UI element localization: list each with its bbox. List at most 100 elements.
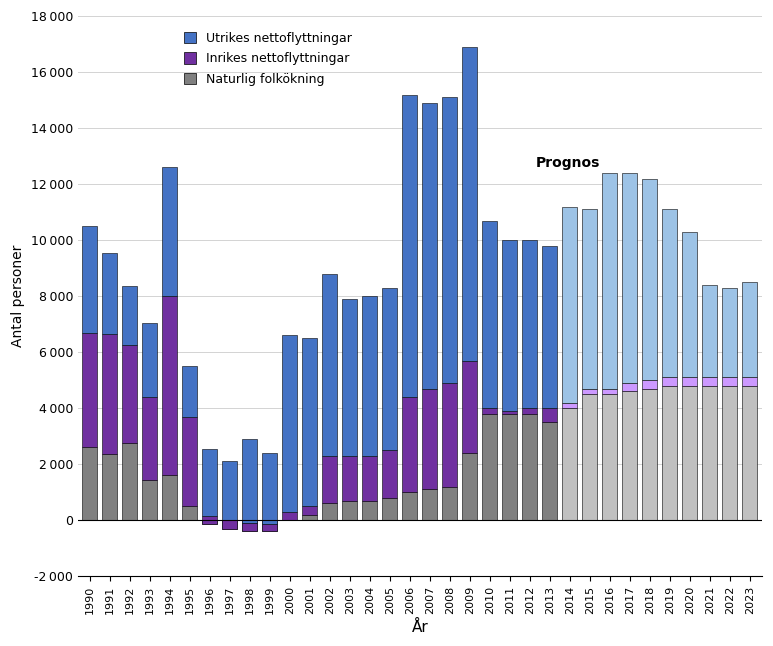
Bar <box>563 408 577 520</box>
Bar <box>302 338 318 506</box>
Bar <box>363 501 377 520</box>
Legend: Utrikes nettoflyttningar, Inrikes nettoflyttningar, Naturlig folkökning: Utrikes nettoflyttningar, Inrikes nettof… <box>180 28 356 89</box>
Bar <box>243 523 257 532</box>
Bar <box>703 377 717 386</box>
Bar <box>342 501 357 520</box>
Y-axis label: Antal personer: Antal personer <box>11 245 25 348</box>
Bar <box>83 333 97 448</box>
Bar <box>83 448 97 520</box>
Bar <box>563 402 577 408</box>
Bar <box>383 498 397 520</box>
Bar <box>482 408 497 414</box>
Bar <box>262 453 278 525</box>
Bar <box>482 220 497 408</box>
Bar <box>162 167 177 296</box>
Bar <box>262 525 278 532</box>
Bar <box>83 226 97 333</box>
Bar <box>703 285 717 377</box>
Bar <box>662 209 677 377</box>
Bar <box>642 178 657 380</box>
Bar <box>182 417 197 506</box>
Bar <box>683 386 697 520</box>
X-axis label: År: År <box>411 620 428 635</box>
Bar <box>502 411 517 414</box>
Bar <box>102 334 117 454</box>
Bar <box>422 490 438 520</box>
Bar <box>543 422 557 520</box>
Bar <box>642 389 657 520</box>
Bar <box>742 386 758 520</box>
Bar <box>363 296 377 456</box>
Bar <box>523 240 537 408</box>
Bar <box>742 282 758 377</box>
Bar <box>403 492 417 520</box>
Bar <box>243 439 257 523</box>
Bar <box>482 414 497 520</box>
Bar <box>302 506 318 515</box>
Bar <box>223 461 237 520</box>
Bar <box>622 173 638 383</box>
Bar <box>282 512 298 520</box>
Bar <box>322 274 337 456</box>
Bar <box>723 377 737 386</box>
Bar <box>403 94 417 397</box>
Bar <box>703 386 717 520</box>
Bar <box>602 394 618 520</box>
Bar <box>723 287 737 377</box>
Bar <box>462 47 478 360</box>
Bar <box>142 323 158 397</box>
Bar <box>602 389 618 394</box>
Bar <box>182 506 197 520</box>
Bar <box>582 394 598 520</box>
Bar <box>462 360 478 453</box>
Bar <box>203 449 217 516</box>
Bar <box>223 520 237 528</box>
Bar <box>203 520 217 525</box>
Bar <box>342 299 357 456</box>
Bar <box>582 389 598 394</box>
Bar <box>442 486 458 520</box>
Text: Prognos: Prognos <box>536 156 601 171</box>
Bar <box>102 454 117 520</box>
Bar <box>462 453 478 520</box>
Bar <box>342 456 357 501</box>
Bar <box>383 287 397 450</box>
Bar <box>322 456 337 503</box>
Bar <box>122 443 138 520</box>
Bar <box>102 253 117 334</box>
Bar <box>282 335 298 512</box>
Bar <box>742 377 758 386</box>
Bar <box>662 377 677 386</box>
Bar <box>523 408 537 414</box>
Bar <box>622 383 638 391</box>
Bar <box>142 397 158 479</box>
Bar <box>142 479 158 520</box>
Bar <box>502 414 517 520</box>
Bar <box>403 397 417 492</box>
Bar <box>182 366 197 417</box>
Bar <box>543 245 557 408</box>
Bar <box>683 232 697 377</box>
Bar <box>723 386 737 520</box>
Bar <box>122 286 138 345</box>
Bar <box>383 450 397 498</box>
Bar <box>223 520 237 528</box>
Bar <box>203 516 217 525</box>
Bar <box>563 207 577 402</box>
Bar <box>683 377 697 386</box>
Bar <box>302 515 318 520</box>
Bar <box>243 520 257 532</box>
Bar <box>642 380 657 389</box>
Bar <box>662 386 677 520</box>
Bar <box>442 383 458 486</box>
Bar <box>523 414 537 520</box>
Bar <box>122 345 138 443</box>
Bar <box>582 209 598 389</box>
Bar <box>322 503 337 520</box>
Bar <box>162 475 177 520</box>
Bar <box>162 296 177 475</box>
Bar <box>543 408 557 422</box>
Bar <box>502 240 517 411</box>
Bar <box>442 98 458 383</box>
Bar <box>262 520 278 532</box>
